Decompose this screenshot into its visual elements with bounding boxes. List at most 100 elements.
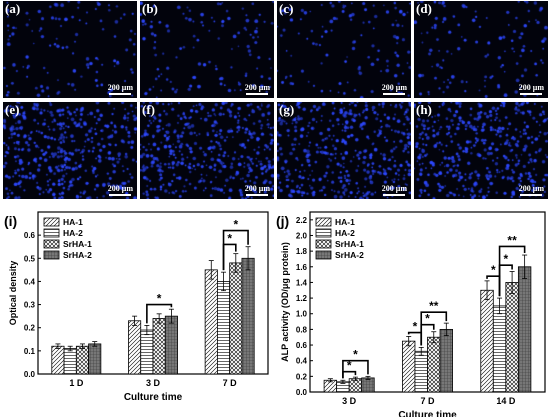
bar [152, 318, 166, 375]
y-tick-label: 0.6 [296, 341, 308, 350]
bar [241, 257, 255, 375]
significance-label: * [157, 292, 162, 306]
y-tick-label: 1.8 [296, 247, 308, 256]
significance-label: ** [429, 299, 439, 313]
scale-bar: 200 μm [519, 83, 544, 95]
significance-label: * [353, 348, 358, 362]
cell-nuclei-image [277, 1, 411, 98]
y-axis-label: Optical density [8, 261, 18, 326]
scale-bar-line [520, 93, 543, 95]
y-tick-label: 0.4 [24, 277, 36, 286]
cell-nuclei-image [414, 1, 548, 98]
micrograph-e: (e) 200 μm [3, 102, 137, 199]
bar [517, 266, 532, 393]
scale-bar-label: 200 μm [107, 83, 133, 92]
legend-swatch [43, 239, 60, 249]
legend-swatch [315, 217, 332, 227]
scale-bar: 200 μm [245, 184, 270, 196]
y-tick-label: 0.2 [24, 324, 36, 333]
legend-label: HA-1 [335, 217, 355, 227]
legend-label: SrHA-2 [63, 250, 92, 260]
scale-bar-line [109, 93, 132, 95]
y-tick-label: 0.0 [24, 370, 36, 379]
bar [427, 336, 441, 393]
panel-label: (c) [279, 1, 294, 16]
legend-swatch [315, 239, 332, 249]
significance-bracket [146, 303, 173, 324]
significance-label: ** [507, 233, 517, 247]
bar [480, 289, 494, 393]
bar [414, 350, 428, 393]
legend-label: HA-1 [63, 217, 83, 227]
bar [361, 377, 375, 393]
scale-bar: 200 μm [245, 83, 270, 95]
legend-swatch [43, 217, 60, 227]
y-tick-label: 1.2 [296, 294, 308, 303]
y-tick-label: 1.4 [296, 278, 308, 287]
micrograph-a: (a) 200 μm [3, 1, 137, 98]
x-axis-label: Culture time [398, 410, 457, 417]
significance-bracket [222, 229, 249, 271]
x-tick-label: 3 D [342, 396, 357, 406]
y-tick-label: 2.2 [296, 216, 308, 225]
y-tick-label: 0.3 [24, 301, 36, 310]
chart-i: 0.0 0.1 0.2 0.3 0.4 0.5 0.6 Optical density Cult… [4, 211, 269, 403]
bar [402, 340, 416, 393]
x-tick-label: 3 D [146, 378, 161, 388]
bar [439, 328, 453, 393]
chart-panel-label: (j) [276, 213, 289, 229]
micrograph-g: (g) 200 μm [277, 102, 411, 199]
scale-bar-line [520, 194, 543, 196]
significance-bracket [342, 359, 369, 379]
scale-bar: 200 μm [382, 184, 407, 196]
bar [505, 282, 519, 393]
micrograph-b: (b) 200 μm [140, 1, 274, 98]
x-axis-label: Culture time [124, 392, 183, 403]
y-tick-label: 2.0 [296, 231, 308, 240]
bar [128, 320, 142, 375]
bar [492, 305, 507, 393]
cell-nuclei-image [3, 102, 137, 199]
bar [75, 345, 90, 375]
x-tick-label: 7 D [223, 378, 238, 388]
legend-swatch [315, 228, 332, 238]
y-tick-label: 0.1 [24, 347, 36, 356]
legend-label: SrHA-1 [63, 239, 92, 249]
micrograph-d: (d) 200 μm [414, 1, 548, 98]
y-tick-label: 0.2 [296, 372, 308, 381]
scale-bar-label: 200 μm [518, 184, 544, 193]
bar [204, 269, 218, 375]
bar [88, 343, 102, 375]
scale-bar-line [246, 93, 269, 95]
significance-label: * [413, 320, 418, 334]
chart-panel-label: (i) [4, 213, 17, 229]
scale-bar: 200 μm [108, 184, 133, 196]
scale-bar-line [109, 194, 132, 196]
significance-label: * [347, 359, 352, 373]
bar [348, 378, 363, 393]
cell-nuclei-image [140, 102, 274, 199]
panel-label: (h) [416, 102, 432, 117]
legend-swatch [43, 250, 60, 260]
significance-label: * [503, 252, 508, 266]
panel-label: (e) [5, 102, 20, 117]
x-tick-label: 7 D [420, 396, 435, 406]
significance-label: * [233, 218, 238, 232]
scale-bar-line [383, 93, 406, 95]
legend-label: HA-2 [335, 228, 355, 238]
y-tick-label: 1.6 [296, 263, 308, 272]
bar [63, 348, 77, 375]
y-tick-label: 1.0 [296, 310, 308, 319]
micrograph-h: (h) 200 μm [414, 102, 548, 199]
cell-nuclei-image [140, 1, 274, 98]
cell-nuclei-image [3, 1, 137, 98]
bar [140, 329, 154, 375]
significance-label: * [425, 312, 430, 326]
bar [229, 262, 243, 375]
y-axis-label: ALP activity (OD/μg protein) [280, 242, 290, 362]
x-tick-label: 1 D [69, 378, 84, 388]
legend-label: SrHA-2 [335, 250, 364, 260]
panel-label: (f) [142, 102, 155, 117]
